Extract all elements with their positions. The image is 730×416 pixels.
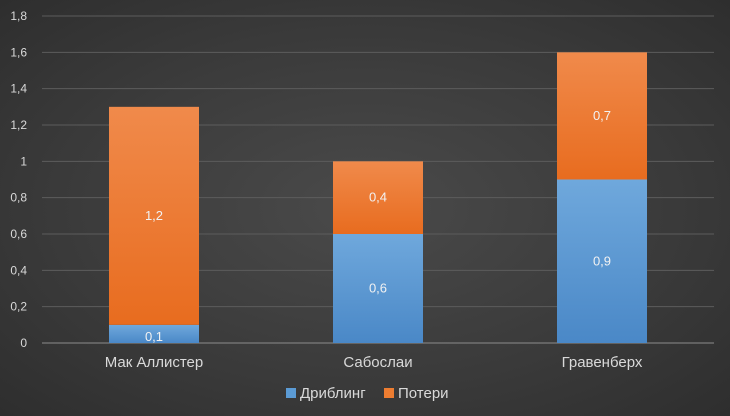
bar-dribbling <box>333 234 423 343</box>
bar-dribbling <box>109 324 199 343</box>
legend-label: Дриблинг <box>300 385 366 402</box>
y-tick-label: 0 <box>20 336 27 350</box>
y-tick-label: 0,8 <box>10 191 27 205</box>
bar-losses <box>109 106 199 325</box>
y-tick-label: 0,2 <box>10 300 27 314</box>
data-label: 0,1 <box>145 329 163 344</box>
legend-label: Потери <box>398 385 449 402</box>
legend-swatch <box>384 388 394 398</box>
data-label: 0,7 <box>593 108 611 123</box>
category-label: Сабослаи <box>343 354 412 371</box>
y-tick-label: 0,4 <box>10 263 27 277</box>
category-label: Гравенберх <box>562 354 643 371</box>
data-label: 0,4 <box>369 190 387 205</box>
legend: Дриблинг Потери <box>286 385 449 402</box>
data-label: 0,9 <box>593 253 611 268</box>
legend-swatch <box>286 388 296 398</box>
y-tick-label: 1,4 <box>10 82 27 96</box>
y-tick-label: 0,6 <box>10 227 27 241</box>
bar-dribbling <box>557 179 647 343</box>
y-tick-label: 1,2 <box>10 118 27 132</box>
bar-losses <box>557 52 647 180</box>
bars: 0,1 1,2 0,6 0,4 0,9 0,7 <box>109 52 647 344</box>
category-label: Мак Аллистер <box>105 354 204 371</box>
y-tick-label: 1 <box>20 154 27 168</box>
data-label: 0,6 <box>369 281 387 296</box>
y-tick-label: 1,8 <box>10 9 27 23</box>
y-tick-label: 1,6 <box>10 45 27 59</box>
data-label: 1,2 <box>145 208 163 223</box>
bar-losses <box>333 161 423 234</box>
x-axis: Мак Аллистер Сабослаи Гравенберх <box>105 354 643 371</box>
y-axis: 0 0,2 0,4 0,6 0,8 1 1,2 1,4 1,6 1,8 <box>10 9 27 350</box>
